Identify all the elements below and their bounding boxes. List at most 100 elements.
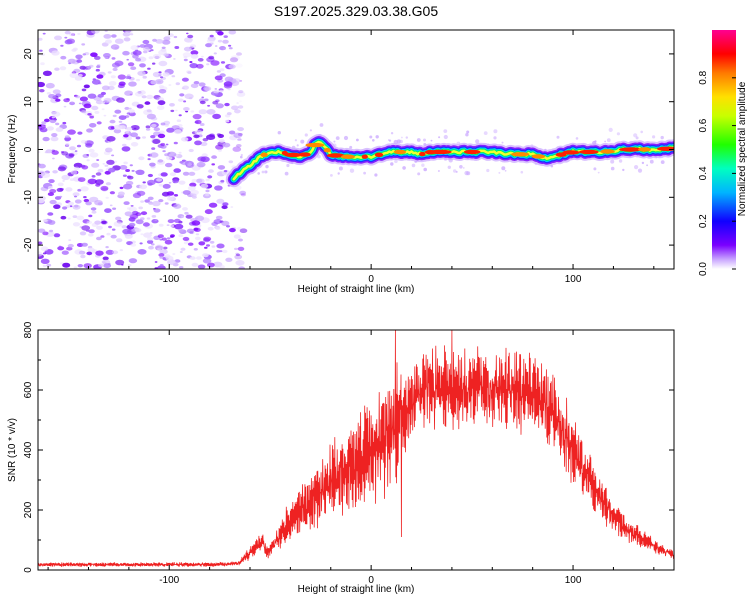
noise-speckle: [173, 218, 181, 223]
noise-speckle: [203, 86, 212, 92]
noise-speckle: [165, 255, 174, 261]
noise-speckle: [45, 82, 55, 89]
snr-line-layer: [38, 330, 674, 568]
ridge-halo-speckle: [430, 139, 433, 142]
noise-speckle: [62, 180, 65, 182]
ridge-halo-speckle: [337, 172, 340, 175]
noise-speckle: [130, 205, 134, 207]
noise-speckle: [146, 239, 154, 244]
ridge-halo-speckle: [416, 138, 421, 142]
noise-speckle: [219, 68, 225, 72]
noise-speckle: [204, 246, 208, 249]
ridge-halo-speckle: [369, 135, 373, 139]
noise-speckle: [104, 164, 109, 167]
noise-speckle: [219, 139, 225, 143]
noise-speckle: [63, 98, 70, 103]
noise-speckle: [237, 127, 244, 132]
noise-speckle: [147, 173, 153, 178]
noise-speckle: [233, 132, 243, 138]
noise-speckle: [48, 94, 56, 99]
noise-speckle: [130, 66, 137, 70]
noise-speckle: [169, 103, 175, 107]
noise-speckle: [225, 119, 230, 123]
noise-speckle: [234, 109, 241, 114]
noise-speckle: [196, 161, 206, 168]
noise-speckle: [185, 110, 189, 113]
noise-speckle: [65, 143, 70, 146]
noise-speckle: [232, 146, 242, 152]
noise-speckle: [38, 163, 46, 169]
noise-speckle: [89, 123, 97, 128]
noise-speckle: [49, 199, 57, 205]
noise-speckle: [126, 207, 131, 210]
noise-speckle: [125, 130, 130, 133]
noise-speckle: [76, 144, 82, 148]
noise-speckle: [187, 185, 196, 191]
ridge-halo-speckle: [593, 167, 597, 171]
noise-speckle: [125, 169, 130, 172]
noise-speckle: [74, 204, 79, 208]
noise-speckle: [104, 208, 112, 214]
noise-speckle: [171, 75, 176, 78]
noise-speckle: [202, 258, 212, 264]
noise-speckle: [79, 231, 87, 236]
noise-speckle: [209, 34, 214, 38]
noise-speckle: [194, 129, 203, 135]
noise-speckle: [119, 186, 124, 190]
noise-speckle: [153, 127, 160, 132]
ridge-halo-speckle: [486, 168, 490, 173]
ridge-halo-speckle: [618, 159, 623, 163]
noise-speckle: [199, 100, 206, 105]
colorbar-gradient: [712, 30, 736, 269]
noise-speckle: [221, 220, 230, 226]
chart-title: S197.2025.329.03.38.G05: [274, 3, 438, 19]
noise-speckle: [57, 246, 65, 251]
noise-speckle: [151, 215, 157, 218]
noise-speckle: [112, 207, 117, 210]
noise-speckle: [89, 152, 99, 158]
noise-speckle: [67, 217, 71, 220]
noise-speckle: [51, 116, 56, 119]
noise-speckle: [124, 233, 133, 239]
noise-speckle: [164, 202, 169, 205]
noise-speckle: [208, 169, 214, 173]
noise-speckle: [74, 76, 83, 81]
noise-speckle: [128, 222, 136, 227]
ridge-peak-blob: [323, 148, 331, 153]
noise-speckle: [39, 89, 45, 93]
noise-speckle: [187, 34, 194, 39]
ridge-halo-speckle: [622, 168, 625, 172]
noise-speckle: [113, 221, 123, 227]
noise-speckle: [142, 222, 150, 227]
noise-speckle: [77, 264, 84, 268]
noise-speckle: [126, 58, 129, 61]
noise-speckle: [206, 244, 210, 247]
noise-speckle: [142, 181, 146, 184]
noise-speckle: [173, 203, 182, 209]
noise-speckle: [110, 44, 120, 50]
noise-speckle: [96, 236, 102, 241]
noise-speckle: [80, 186, 89, 192]
noise-speckle: [68, 153, 75, 157]
noise-speckle: [178, 98, 184, 102]
noise-speckle: [45, 149, 53, 154]
noise-speckle: [139, 184, 148, 190]
noise-speckle: [110, 75, 116, 79]
noise-speckle: [189, 231, 194, 234]
noise-speckle: [64, 138, 71, 142]
noise-speckle: [166, 237, 171, 240]
noise-speckle: [96, 121, 102, 125]
noise-speckle: [230, 206, 234, 208]
noise-speckle: [109, 119, 116, 124]
noise-speckle: [113, 128, 122, 134]
noise-speckle: [150, 135, 156, 139]
noise-speckle: [128, 258, 138, 264]
noise-speckle: [114, 38, 124, 44]
noise-speckle: [62, 206, 68, 210]
noise-speckle: [62, 121, 67, 125]
noise-speckle: [103, 263, 112, 269]
noise-speckle: [147, 182, 153, 186]
noise-speckle: [122, 143, 127, 147]
noise-speckle: [223, 81, 233, 87]
noise-speckle: [123, 201, 130, 206]
